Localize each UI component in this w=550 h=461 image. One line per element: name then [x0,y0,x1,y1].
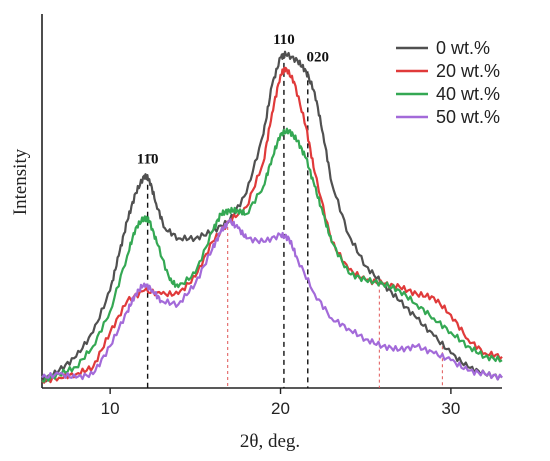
series-line-0 [41,50,503,383]
series-line-3 [41,218,503,381]
series-lines [41,50,503,384]
x-axis-title: 2θ, deg. [240,431,300,452]
x-tick-label: 20 [271,399,290,418]
x-tick-label: 10 [101,399,120,418]
legend-label: 40 wt.% [436,84,500,104]
peak-label: 110 [273,32,295,48]
series-line-2 [41,127,503,383]
legend-label: 0 wt.% [436,38,490,58]
peak-label: 11̄0 [137,152,159,168]
legend: 0 wt.% 20 wt.% 40 wt.% 50 wt.% [396,38,500,127]
peak-labels: 11̄0 110 020 [137,32,329,168]
axes [41,14,502,389]
peak-label: 020 [307,49,330,65]
series-line-1 [41,66,503,384]
x-ticks: 10 20 30 [101,388,460,418]
y-axis-title: Intensity [10,148,31,215]
reference-lines [146,53,443,388]
x-tick-label: 30 [441,399,460,418]
legend-label: 20 wt.% [436,61,500,81]
legend-label: 50 wt.% [436,107,500,127]
